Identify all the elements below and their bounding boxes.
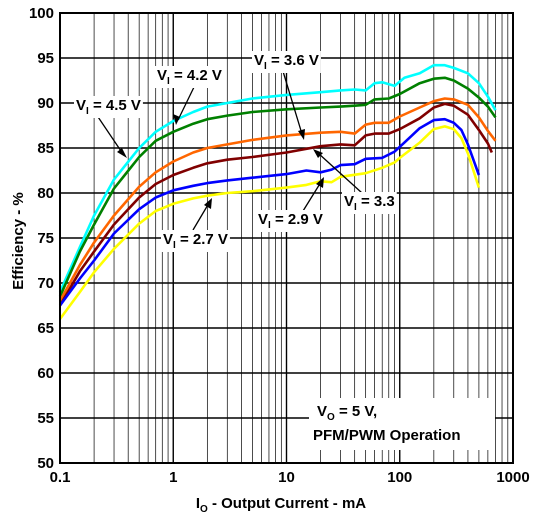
series-line-2 (58, 97, 497, 302)
y-tick-label: 90 (37, 95, 54, 112)
series-line-5 (58, 125, 481, 320)
series-layer (58, 63, 497, 320)
svg-text:VI = 2.9 V: VI = 2.9 V (258, 211, 323, 231)
annotation-vi-3-6: VI = 3.6 V (252, 51, 321, 140)
svg-text:VI = 4.2 V: VI = 4.2 V (157, 67, 222, 87)
y-tick-label: 85 (37, 140, 54, 157)
annotation-vi-4-5: VI = 4.5 V (74, 96, 143, 158)
series-line-3 (58, 102, 493, 307)
y-tick-label: 75 (37, 230, 54, 247)
y-tick-label: 80 (37, 185, 54, 202)
plot-frame (59, 12, 514, 464)
x-axis-title: IO - Output Current - mA (196, 495, 366, 514)
series-line-0 (58, 63, 497, 293)
annotation-vi-2-9: VI = 2.9 V (256, 177, 325, 232)
y-tick-label: 65 (37, 320, 54, 337)
label-background (315, 402, 380, 424)
x-tick-label: 1000 (496, 469, 529, 486)
y-tick-label: 60 (37, 365, 54, 382)
y-tick-label: 50 (37, 455, 54, 472)
series-line-4 (58, 117, 481, 307)
annotation-layer: VI = 4.5 V VI = 4.2 V VI = 3.6 V VI = 3.… (74, 51, 495, 450)
x-tick-labels: 0.1 1 10 100 1000 (50, 469, 530, 486)
label-background (74, 96, 143, 118)
x-tick-label: 100 (387, 469, 412, 486)
x-tick-label: 0.1 (50, 469, 71, 486)
svg-text:VI = 3.6 V: VI = 3.6 V (254, 52, 319, 72)
y-tick-label: 95 (37, 50, 54, 67)
label-background (155, 66, 224, 88)
svg-text:VI = 2.7 V: VI = 2.7 V (163, 231, 228, 251)
annotation-vi-2-7: VI = 2.7 V (161, 198, 230, 252)
label-background (311, 426, 463, 445)
label-background (342, 192, 397, 214)
x-tick-label: 10 (278, 469, 295, 486)
svg-text:VI = 3.3: VI = 3.3 (344, 193, 395, 213)
svg-text:VI = 4.5 V: VI = 4.5 V (76, 97, 141, 117)
y-tick-label: 70 (37, 275, 54, 292)
y-tick-label: 100 (29, 5, 54, 22)
annotation-vi-4-2: VI = 4.2 V (155, 66, 224, 125)
annotation-vi-3-3: VI = 3.3 (313, 149, 397, 214)
label-background (161, 230, 230, 252)
series-line-1 (58, 76, 497, 298)
x-tick-label: 1 (169, 469, 177, 486)
y-tick-labels: 50 55 60 65 70 75 80 85 90 95 100 (29, 5, 54, 472)
y-tick-label: 55 (37, 410, 54, 427)
label-background (256, 210, 325, 232)
y-axis-title: Efficiency - % (10, 192, 27, 290)
label-background (252, 51, 321, 73)
conditions-line2: PFM/PWM Operation (313, 427, 461, 444)
conditions-line1: VO = 5 V, (317, 403, 377, 423)
